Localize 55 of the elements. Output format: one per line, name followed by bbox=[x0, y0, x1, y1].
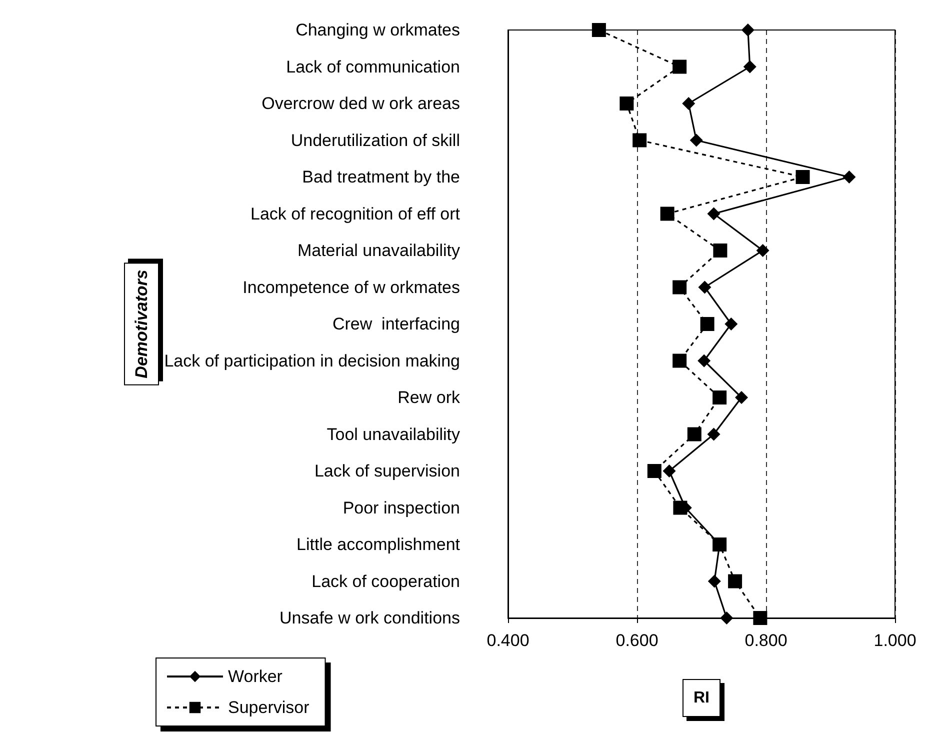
y-tick-label: Changing w orkmates bbox=[296, 20, 460, 40]
legend-label: Supervisor bbox=[228, 698, 310, 717]
legend-label: Worker bbox=[228, 667, 283, 686]
y-axis-title: Demotivators bbox=[132, 270, 151, 378]
point bbox=[700, 317, 714, 331]
y-tick-label: Bad treatment by the bbox=[302, 168, 460, 186]
y-tick-label: Unsafe w ork conditions bbox=[280, 608, 460, 628]
point bbox=[743, 60, 756, 74]
y-tick-label: Lack of cooperation bbox=[312, 572, 460, 591]
point bbox=[632, 133, 647, 148]
y-tick-label: Underutilization of skill bbox=[290, 130, 460, 150]
point bbox=[698, 354, 711, 368]
point bbox=[753, 611, 768, 625]
point bbox=[672, 60, 687, 74]
point bbox=[620, 96, 634, 110]
point bbox=[724, 318, 738, 330]
y-tick-label: Incompetence of w orkmates bbox=[242, 278, 460, 297]
point bbox=[756, 244, 770, 257]
point bbox=[698, 280, 712, 294]
point bbox=[728, 574, 742, 588]
y-tick-label: Lack of communication bbox=[286, 57, 460, 76]
point bbox=[690, 134, 703, 147]
x-tick-label: 0.600 bbox=[616, 631, 658, 650]
x-tick-label: 0.400 bbox=[486, 631, 530, 650]
y-tick-label: Crew interfacing bbox=[332, 314, 460, 334]
point bbox=[682, 97, 696, 110]
x-tick-label: 1.000 bbox=[874, 631, 916, 650]
point bbox=[687, 427, 702, 442]
point bbox=[713, 244, 728, 258]
point bbox=[720, 612, 734, 624]
y-tick-label: Tool unavailability bbox=[326, 424, 460, 444]
point bbox=[662, 464, 676, 478]
point bbox=[672, 280, 687, 294]
point bbox=[741, 24, 754, 36]
point bbox=[796, 170, 810, 184]
point bbox=[707, 428, 720, 441]
point bbox=[734, 391, 748, 404]
y-tick-label: Little accomplishment bbox=[296, 535, 460, 554]
y-tick-label: Lack of participation in decision making bbox=[164, 351, 460, 370]
point bbox=[647, 464, 662, 478]
point bbox=[660, 206, 674, 221]
point bbox=[842, 170, 856, 184]
y-tick-label: Overcrow ded w ork areas bbox=[262, 94, 460, 113]
y-tick-label: Lack of supervision bbox=[314, 462, 460, 480]
point bbox=[592, 23, 606, 37]
point bbox=[708, 574, 721, 588]
y-tick-label: Poor inspection bbox=[342, 498, 460, 518]
x-axis-title: RI bbox=[694, 690, 710, 706]
y-tick-label: Rew ork bbox=[398, 388, 460, 407]
y-tick-label: Lack of recognition of eff ort bbox=[250, 204, 460, 224]
point bbox=[712, 390, 727, 404]
y-tick-label: Material unavailability bbox=[297, 241, 460, 260]
x-tick-label: 0.800 bbox=[744, 631, 788, 650]
point bbox=[672, 354, 687, 368]
point bbox=[707, 207, 720, 220]
